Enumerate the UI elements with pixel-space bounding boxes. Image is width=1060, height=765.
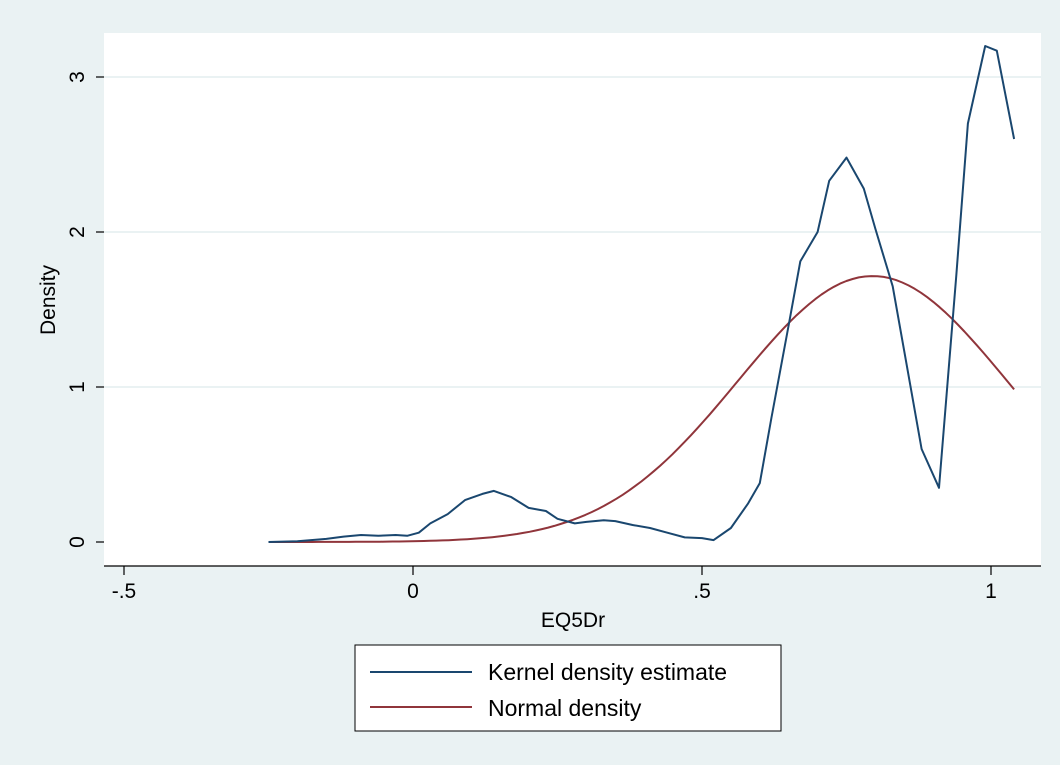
y-tick-label: 1 xyxy=(66,381,89,393)
legend-label-kernel: Kernel density estimate xyxy=(488,659,727,685)
legend-box xyxy=(354,644,782,732)
x-tick-label: 1 xyxy=(985,580,997,603)
legend: Kernel density estimate Normal density xyxy=(354,644,782,732)
x-axis-title: EQ5Dr xyxy=(541,609,605,632)
series-layer xyxy=(268,45,1016,543)
y-axis-ticks: 0 1 2 3 xyxy=(66,71,104,548)
x-axis-ticks: -.5 0 .5 1 xyxy=(112,566,997,603)
x-tick-label: 0 xyxy=(407,580,419,603)
x-tick-label: -.5 xyxy=(112,580,137,603)
series-line-kernel-density xyxy=(268,45,1016,543)
y-axis-title: Density xyxy=(37,264,60,335)
y-tick-label: 2 xyxy=(66,226,89,238)
x-tick-label: .5 xyxy=(693,580,711,603)
legend-label-normal: Normal density xyxy=(488,695,642,721)
y-tick-label: 3 xyxy=(66,71,89,83)
plot-area xyxy=(104,33,1041,566)
grid xyxy=(104,76,1041,388)
y-tick-label: 0 xyxy=(66,536,89,548)
